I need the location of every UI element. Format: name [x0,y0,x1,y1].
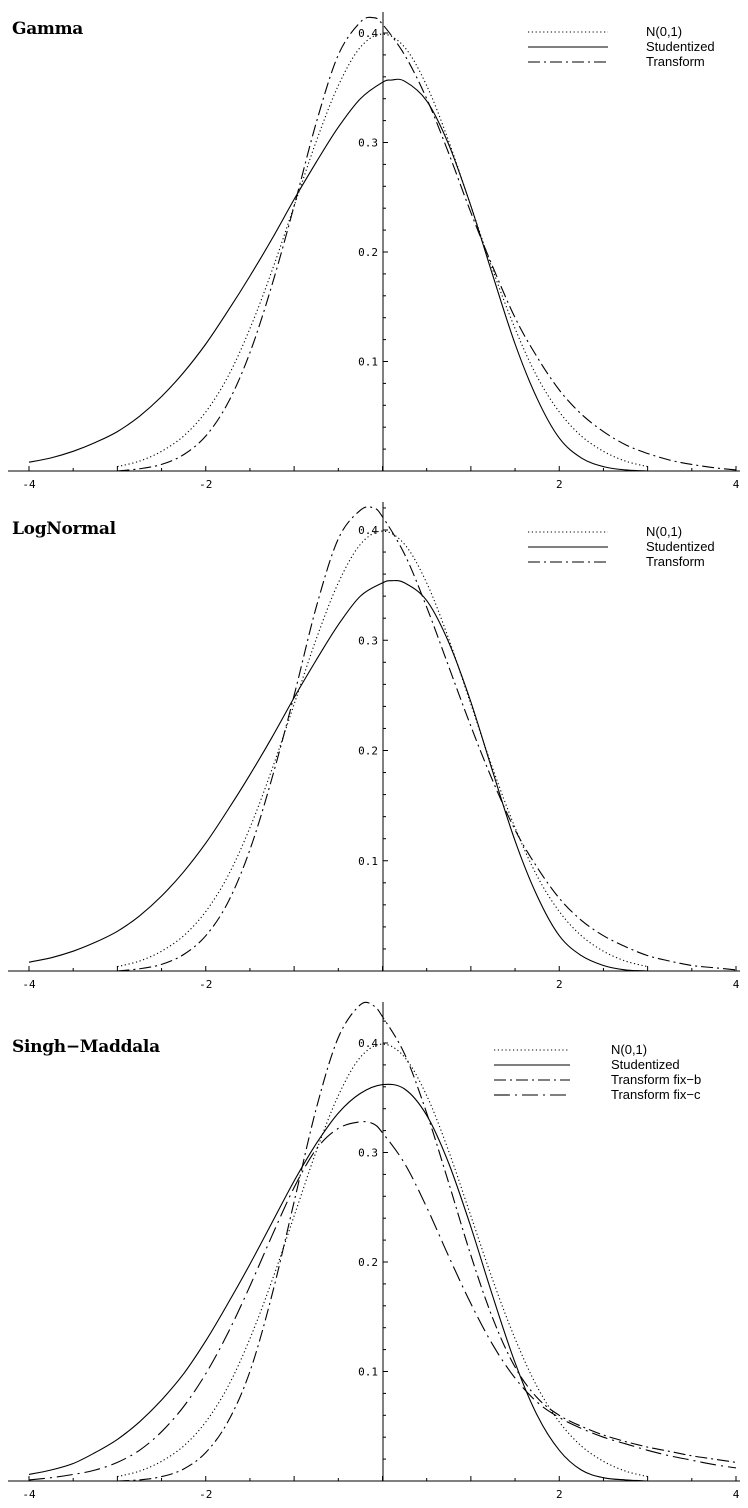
legend-label: Studentized [646,539,715,554]
legend-label: N(0,1) [646,24,682,39]
legend-label: Transform fix−b [611,1072,701,1087]
series-line-dotted [117,530,648,968]
legend-label: Studentized [646,39,715,54]
series-line-dashdot-long [28,1121,737,1481]
y-tick-label: 0.2 [358,246,378,259]
legend-label: Transform [646,54,705,69]
y-tick-label: 0.4 [358,524,378,537]
y-tick-label: 0.1 [358,855,378,868]
legend-label: Transform fix−c [611,1087,701,1102]
y-tick-label: 0.1 [358,356,378,369]
chart-title: LogNormal [12,519,117,539]
legend-label: Transform [646,554,705,569]
x-tick-label: -4 [22,1488,36,1501]
series-line-dotted [117,1043,648,1478]
y-tick-label: 0.3 [358,137,378,150]
y-tick-label: 0.3 [358,1147,378,1160]
x-tick-label: -2 [199,478,212,491]
x-tick-label: 2 [556,978,563,991]
x-tick-label: -4 [22,978,36,991]
chart-title: Gamma [12,19,83,39]
series-line-dashdot [117,506,737,972]
series-line-dashdot [117,1001,737,1482]
y-tick-label: 0.3 [358,634,378,647]
x-tick-label: 2 [556,1488,563,1501]
chart-panel-2: Singh−Maddala -4 -2 2 4 0.1 0.2 0.3 0.4 N(0,1)Stu… [8,1001,740,1501]
x-tick-label: 4 [733,478,740,491]
series-line-dotted [117,33,648,468]
legend-label: N(0,1) [646,524,682,539]
x-tick-label: -2 [199,1488,212,1501]
y-tick-label: 0.2 [358,745,378,758]
x-tick-label: -4 [22,478,36,491]
series-line-solid [28,579,648,972]
chart-title: Singh−Maddala [12,1037,160,1057]
x-tick-label: 4 [733,978,740,991]
legend-label: N(0,1) [611,1042,647,1057]
y-tick-label: 0.2 [358,1256,378,1269]
series-line-dashdot [117,16,737,472]
x-tick-label: 2 [556,478,563,491]
series-line-solid [28,1083,648,1482]
chart-panel-1: LogNormal -4 -2 2 4 0.1 0.2 0.3 0.4 N(0,1)Student… [8,502,740,991]
y-tick-label: 0.4 [358,1037,378,1050]
legend-label: Studentized [611,1057,680,1072]
series-line-solid [28,78,648,472]
x-tick-label: -2 [199,978,212,991]
y-tick-label: 0.1 [358,1366,378,1379]
x-tick-label: 4 [733,1488,740,1501]
chart-panel-0: Gamma -4 -2 2 4 0.1 0.2 0.3 0.4 N(0,1)Studentized… [8,12,740,491]
y-tick-label: 0.4 [358,27,378,40]
